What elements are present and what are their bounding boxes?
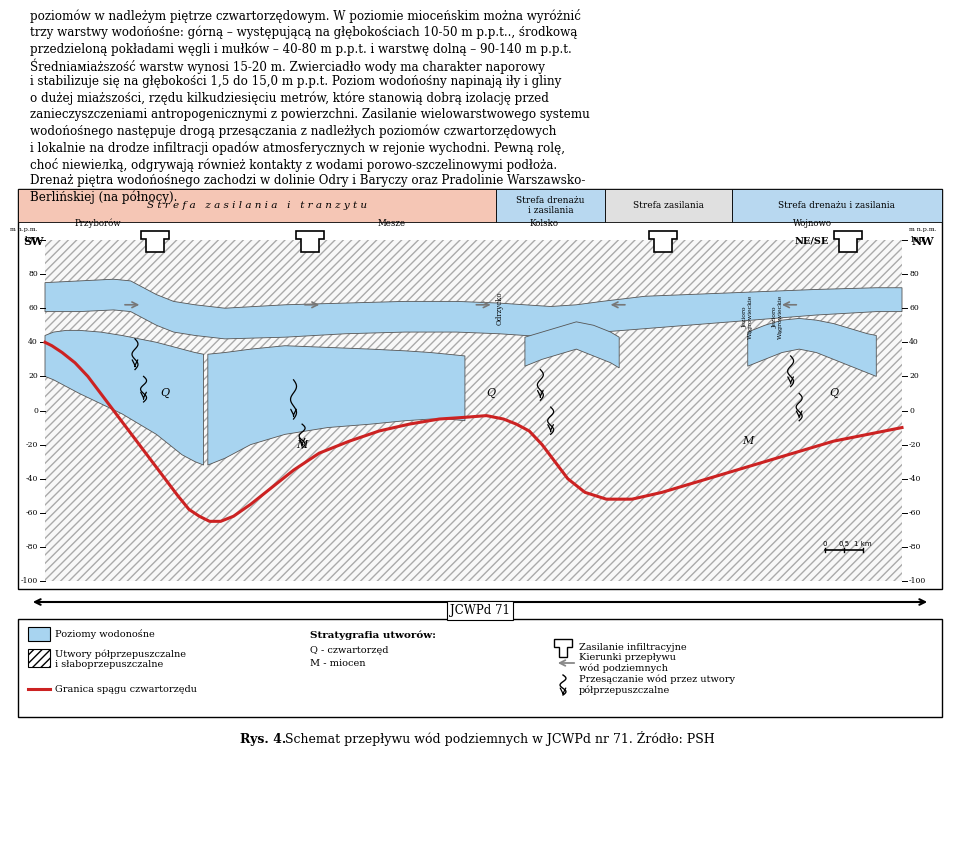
Text: M - miocen: M - miocen: [310, 659, 366, 668]
Polygon shape: [45, 330, 204, 465]
Text: Rys. 4.: Rys. 4.: [240, 733, 286, 746]
Text: Mesze: Mesze: [378, 219, 406, 228]
Polygon shape: [45, 279, 902, 339]
Text: 20: 20: [28, 373, 38, 381]
Polygon shape: [296, 231, 324, 252]
Text: m n.p.m.: m n.p.m.: [11, 227, 38, 232]
Text: -100: -100: [909, 577, 926, 585]
Text: m n.p.m.: m n.p.m.: [909, 227, 937, 232]
Text: Strefa drenażu i zasilania: Strefa drenażu i zasilania: [779, 201, 896, 210]
Text: Kierunki przepływu
wód podziemnych: Kierunki przepływu wód podziemnych: [579, 653, 676, 673]
Text: i stabilizuje się na głębokości 1,5 do 15,0 m p.p.t. Poziom wodońośny napinają i: i stabilizuje się na głębokości 1,5 do 1…: [30, 75, 562, 88]
Text: -20: -20: [26, 440, 38, 448]
Bar: [732, 189, 942, 222]
Text: Q: Q: [160, 388, 170, 399]
Polygon shape: [748, 319, 876, 376]
Text: M: M: [297, 440, 308, 450]
Text: i lokalnie na drodze infiltracji opadów atmosferycznych w rejonie wychodni. Pewn: i lokalnie na drodze infiltracji opadów …: [30, 141, 565, 154]
Text: JCWPd 71: JCWPd 71: [450, 604, 510, 617]
Bar: [18, 189, 942, 589]
Text: o dużej miaższości, rzędu kilkudziesięciu metrów, które stanowią dobrą izolację : o dużej miaższości, rzędu kilkudziesięci…: [30, 92, 549, 105]
Text: 0: 0: [823, 542, 828, 548]
Bar: [28, 649, 50, 667]
Text: Strefa drenażu
i zasilania: Strefa drenażu i zasilania: [516, 195, 585, 215]
Text: 80: 80: [28, 270, 38, 279]
Text: 20: 20: [909, 373, 919, 381]
Text: Zasilanie infiltracyjne: Zasilanie infiltracyjne: [579, 644, 686, 652]
Bar: [28, 627, 50, 641]
Text: Utwory półprzepuszczalne
i słaboprzepuszczalne: Utwory półprzepuszczalne i słaboprzepusz…: [55, 649, 186, 669]
Text: SW: SW: [23, 236, 43, 247]
Text: Granica spągu czwartorzędu: Granica spągu czwartorzędu: [55, 685, 197, 693]
Bar: [45, 240, 902, 581]
Text: Odrzycko: Odrzycko: [495, 291, 503, 325]
Text: 40: 40: [28, 339, 38, 346]
Text: 0: 0: [34, 406, 38, 415]
Text: trzy warstwy wodońośne: górną – występującą na głębokościach 10-50 m p.p.t.., śr: trzy warstwy wodońośne: górną – występuj…: [30, 26, 577, 39]
Text: Strefa zasilania: Strefa zasilania: [633, 201, 704, 210]
Text: przedzieloną pokładami węgli i mułków – 40-80 m p.p.t. i warstwę dolną – 90-140 : przedzieloną pokładami węgli i mułków – …: [30, 42, 572, 56]
Text: 100: 100: [23, 236, 38, 244]
Text: poziomów w nadleżym piętrze czwartorzędowym. W poziomie miоceńskim można wyróżni: poziomów w nadleżym piętrze czwartorzędo…: [30, 9, 581, 23]
Text: 80: 80: [909, 270, 919, 279]
Text: Przesączanie wód przez utwory
półprzepuszczalne: Przesączanie wód przez utwory półprzepus…: [579, 674, 735, 695]
Text: S t r e f a   z a s i l a n i a   i   t r a n z y t u: S t r e f a z a s i l a n i a i t r a n …: [147, 201, 367, 210]
Text: choć niewiелką, odgrywają również kontakty z wodami porowo-szczelinowymi podłoża: choć niewiелką, odgrywają również kontak…: [30, 158, 557, 171]
Text: Przyborów: Przyborów: [75, 219, 122, 228]
Text: Stratygrafia utworów:: Stratygrafia utworów:: [310, 631, 436, 640]
Text: NW: NW: [912, 236, 935, 247]
Text: Berlińskiej (na północy).: Berlińskiej (na północy).: [30, 190, 178, 204]
Text: -80: -80: [26, 542, 38, 551]
Bar: [18, 619, 942, 717]
Text: -80: -80: [909, 542, 922, 551]
Text: NE/SE: NE/SE: [795, 237, 829, 245]
Text: Q: Q: [486, 388, 495, 399]
Text: -20: -20: [909, 440, 922, 448]
Text: Q - czwartorzęd: Q - czwartorzęd: [310, 646, 389, 655]
Polygon shape: [834, 231, 862, 252]
Text: 60: 60: [909, 304, 919, 312]
Text: 0,5: 0,5: [838, 542, 850, 548]
Text: Poziomy wodonośne: Poziomy wodonośne: [55, 629, 155, 638]
Text: Kolsko: Kolsko: [529, 219, 559, 228]
Text: -100: -100: [21, 577, 38, 585]
Polygon shape: [525, 322, 619, 368]
Polygon shape: [207, 345, 465, 465]
Bar: [18, 189, 496, 222]
Text: Wojnowo: Wojnowo: [793, 219, 831, 228]
Text: -40: -40: [26, 475, 38, 482]
Text: -60: -60: [909, 509, 922, 517]
Text: -40: -40: [909, 475, 922, 482]
Text: 100: 100: [909, 236, 924, 244]
Text: Jezioro
Wągrowieckie: Jezioro Wągrowieckie: [742, 295, 754, 339]
Text: Schemat przepływu wód podziemnych w JCWPd nr 71. Źródło: PSH: Schemat przepływu wód podziemnych w JCWP…: [277, 732, 715, 746]
Text: 1 km: 1 km: [854, 542, 872, 548]
Text: wodońośnego następuje drogą przesączania z nadleżłych poziomów czwartorzędowych: wodońośnego następuje drogą przesączania…: [30, 124, 557, 138]
Text: zanieczyszczeniami antropogenicznymi z powierzchni. Zasilanie wielowarstwowego s: zanieczyszczeniami antropogenicznymi z p…: [30, 108, 589, 121]
Text: 40: 40: [909, 339, 919, 346]
Text: Q: Q: [828, 388, 838, 399]
Text: 0: 0: [909, 406, 914, 415]
Polygon shape: [141, 231, 169, 252]
Polygon shape: [649, 231, 677, 252]
Polygon shape: [554, 639, 572, 657]
Text: Jezioro
Wągrowieckie: Jezioro Wągrowieckie: [773, 295, 783, 339]
Bar: [605, 189, 732, 222]
Text: Drenaż piętra wodońośnego zachodzi w dolinie Odry i Baryczy oraz Pradolinie Wars: Drenaż piętra wodońośnego zachodzi w dol…: [30, 174, 586, 187]
Text: M: M: [742, 436, 754, 446]
Text: -60: -60: [26, 509, 38, 517]
Text: 60: 60: [28, 304, 38, 312]
Text: Średniaмiaższość warstw wynosi 15-20 m. Zwierciadło wody ma charakter naporowy: Średniaмiaższość warstw wynosi 15-20 m. …: [30, 58, 545, 74]
Bar: [496, 189, 605, 222]
